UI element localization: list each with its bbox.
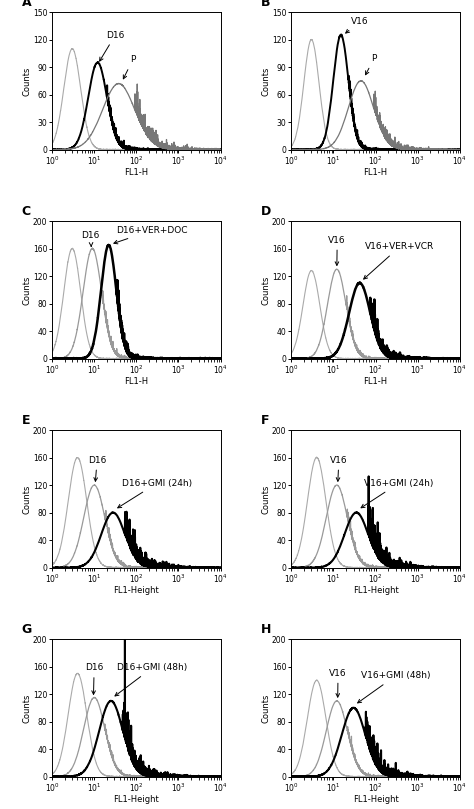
Text: G: G xyxy=(22,624,32,637)
Text: D16: D16 xyxy=(88,455,106,481)
Text: D: D xyxy=(261,205,271,218)
X-axis label: FL1-H: FL1-H xyxy=(364,377,388,386)
Text: V16+VER+VCR: V16+VER+VCR xyxy=(364,243,434,279)
Text: V16: V16 xyxy=(328,235,346,265)
Text: V16+GMI (48h): V16+GMI (48h) xyxy=(358,671,430,703)
Text: C: C xyxy=(22,205,31,218)
Text: P: P xyxy=(123,55,136,78)
X-axis label: FL1-Height: FL1-Height xyxy=(113,587,159,595)
Text: D16: D16 xyxy=(100,31,124,61)
X-axis label: FL1-Height: FL1-Height xyxy=(113,795,159,804)
Y-axis label: Counts: Counts xyxy=(22,693,31,722)
Text: H: H xyxy=(261,624,272,637)
Text: D16+GMI (24h): D16+GMI (24h) xyxy=(118,479,192,508)
Y-axis label: Counts: Counts xyxy=(262,693,271,722)
X-axis label: FL1-Height: FL1-Height xyxy=(353,587,399,595)
Y-axis label: Counts: Counts xyxy=(22,485,31,514)
X-axis label: FL1-H: FL1-H xyxy=(124,377,148,386)
Text: P: P xyxy=(365,54,377,74)
Text: D16+GMI (48h): D16+GMI (48h) xyxy=(115,663,188,696)
Y-axis label: Counts: Counts xyxy=(22,66,31,95)
Text: V16: V16 xyxy=(329,669,347,697)
Text: D16: D16 xyxy=(82,231,100,246)
Y-axis label: Counts: Counts xyxy=(22,275,31,304)
Text: E: E xyxy=(22,414,30,427)
X-axis label: FL1-Height: FL1-Height xyxy=(353,795,399,804)
Text: D16: D16 xyxy=(85,663,103,694)
Y-axis label: Counts: Counts xyxy=(262,275,271,304)
Text: B: B xyxy=(261,0,271,10)
Y-axis label: Counts: Counts xyxy=(262,485,271,514)
X-axis label: FL1-H: FL1-H xyxy=(364,168,388,177)
X-axis label: FL1-H: FL1-H xyxy=(124,168,148,177)
Text: V16+GMI (24h): V16+GMI (24h) xyxy=(361,479,433,508)
Y-axis label: Counts: Counts xyxy=(262,66,271,95)
Text: V16: V16 xyxy=(346,17,369,33)
Text: F: F xyxy=(261,414,270,427)
Text: D16+VER+DOC: D16+VER+DOC xyxy=(114,226,188,244)
Text: V16: V16 xyxy=(330,455,348,481)
Text: A: A xyxy=(22,0,31,10)
